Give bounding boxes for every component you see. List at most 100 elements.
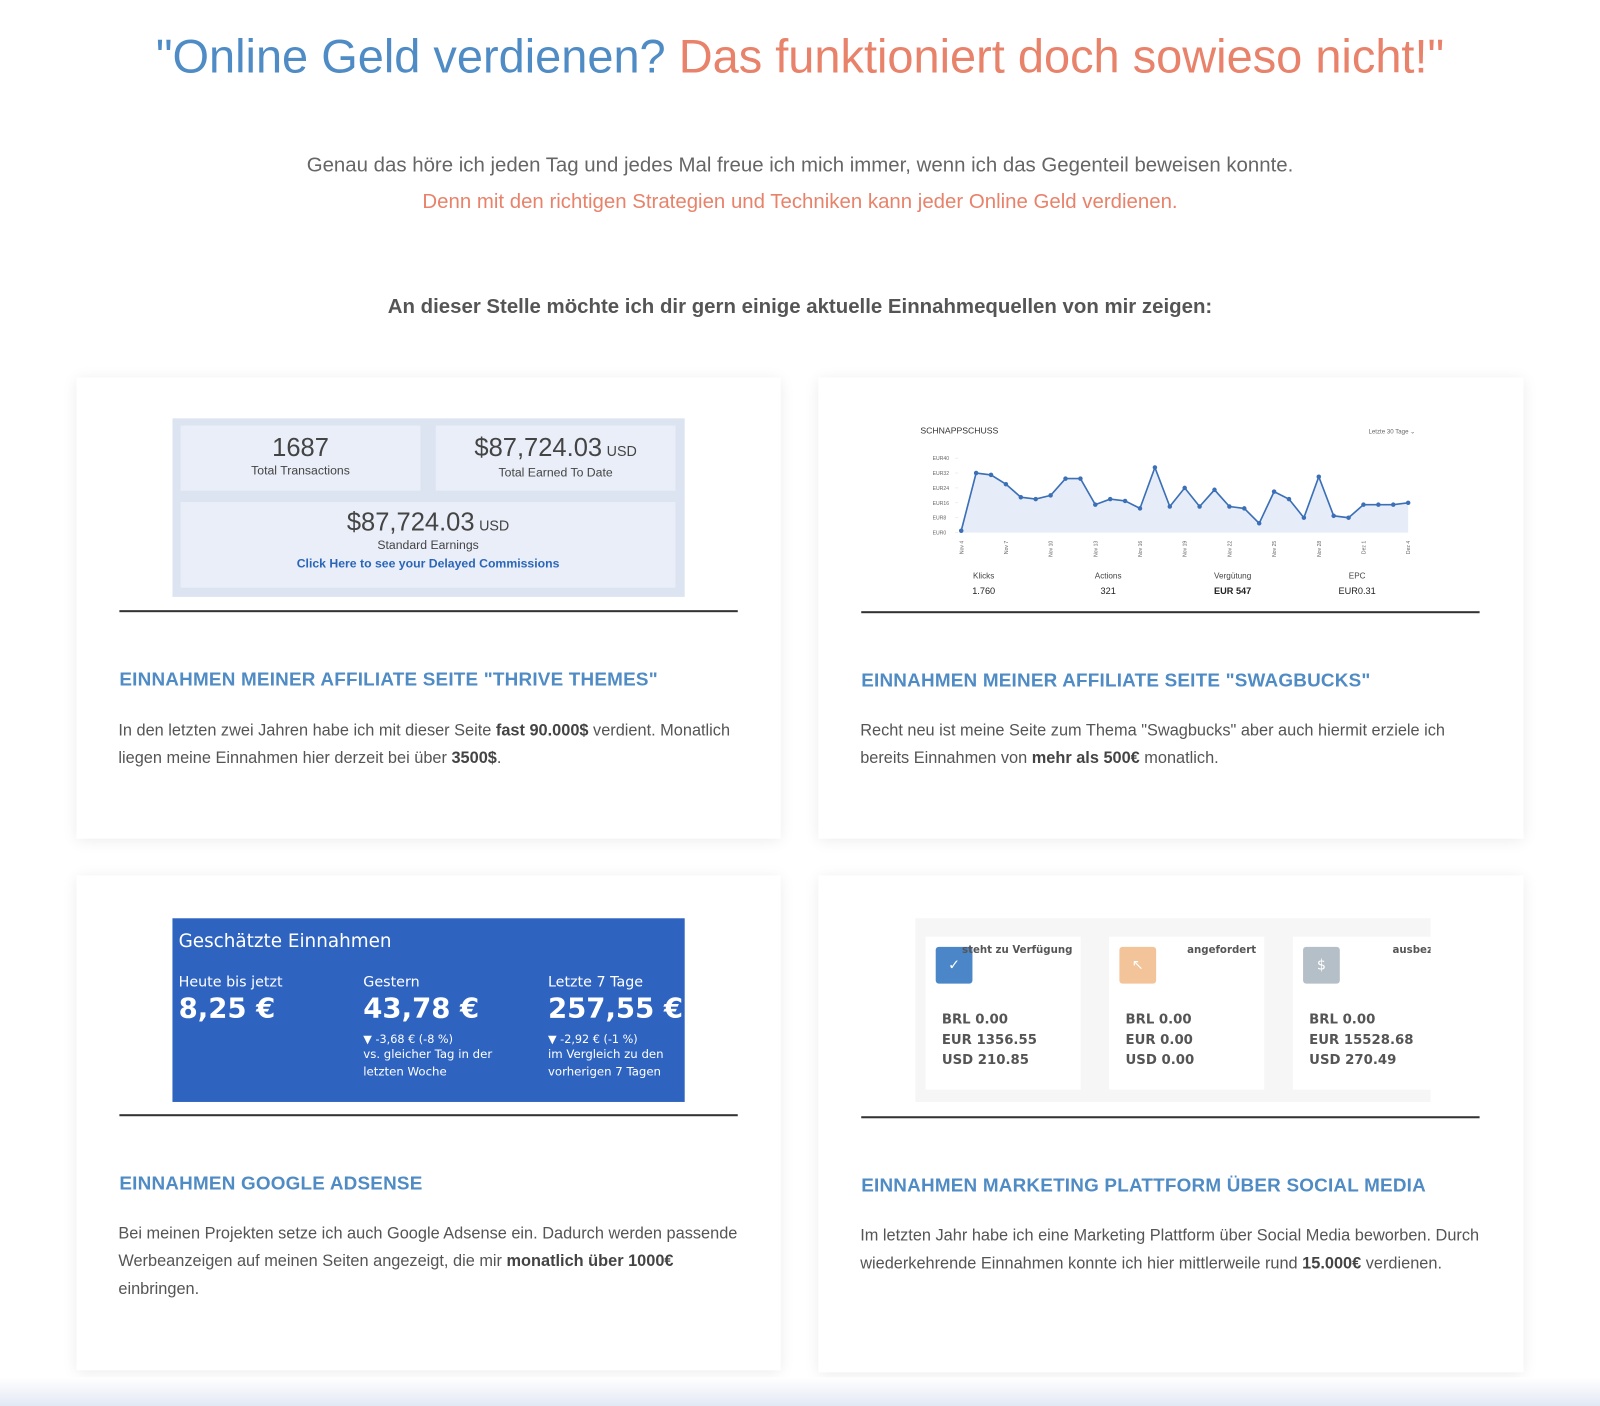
chart-title: SCHNAPPSCHUSS <box>920 426 998 436</box>
payout-box: $ ausbeza BRL 0.00 EUR 15528.68 USD 270.49 <box>1292 936 1431 1090</box>
payout-line: USD 270.49 <box>1309 1052 1397 1069</box>
adsense-value: 43,78 € <box>363 992 480 1025</box>
payout-screenshot: ✓ steht zu Verfügung BRL 0.00 EUR 1356.55 US… <box>915 918 1431 1102</box>
line-chart: SCHNAPPSCHUSS Letzte 30 Tage ⌄ EUR0 EUR8 EUR… <box>920 426 1416 596</box>
x-tick-label: Dez 1 <box>1362 541 1368 554</box>
adsense-label: Letzte 7 Tage <box>547 974 644 991</box>
point <box>1286 496 1292 502</box>
payout-label: ausbeza <box>1392 944 1431 957</box>
adsense-column: Gestern 43,78 € ▼ -3,68 € (-8 %) vs. gleich… <box>363 974 516 1080</box>
stat-row: $87,724.03 USD <box>436 434 676 464</box>
point <box>1033 496 1038 502</box>
point <box>1331 513 1336 519</box>
point <box>1122 498 1128 504</box>
y-tick-label: EUR32 <box>933 471 950 477</box>
stat-label: Total Earned To Date <box>498 465 613 480</box>
text: Im letzten Jahr habe ich eine Marketing … <box>860 1227 1480 1273</box>
point <box>958 528 964 533</box>
adsense-note: im Vergleich zu den vorherigen 7 Tagen <box>547 1046 664 1079</box>
point <box>1167 504 1173 509</box>
stat-value: 1.760 <box>972 586 995 596</box>
bold-text: mehr als 500€ <box>1031 749 1140 768</box>
x-tick-label: Nov 4 <box>959 541 965 554</box>
y-tick-label: EUR8 <box>933 516 947 522</box>
text: monatlich. <box>1139 749 1219 768</box>
adsense-change: ▼ -2,92 € (-1 %) <box>547 1032 638 1046</box>
point <box>1137 506 1143 511</box>
payout-box: ✓ steht zu Verfügung BRL 0.00 EUR 1356.55 US… <box>925 936 1081 1090</box>
point <box>988 472 994 478</box>
text: verdient. Monatlich liegen meine Einnahm… <box>118 722 731 768</box>
range-label: Letzte 30 Tage ⌄ <box>1369 429 1416 436</box>
stat-unit: USD <box>479 517 510 534</box>
y-tick-label: EUR0 <box>933 531 947 537</box>
card-body: Im letzten Jahr habe ich eine Marketing … <box>860 1222 1484 1277</box>
x-tick-label: Nov 16 <box>1138 541 1144 557</box>
y-tick-label: EUR16 <box>933 501 950 507</box>
card-heading: EINNAHMEN MEINER AFFILIATE SEITE "THRIVE… <box>119 668 658 690</box>
x-tick-label: Nov 19 <box>1183 541 1189 557</box>
adsense-label: Gestern <box>363 974 420 991</box>
text: In den letzten zwei Jahren habe ich mit … <box>118 722 496 740</box>
text: . <box>496 749 502 768</box>
stat-label: Actions <box>1095 572 1122 581</box>
y-tick-label: EUR24 <box>933 486 950 492</box>
stat-box: $87,724.03 USD Total Earned To Date <box>435 425 676 491</box>
icon: ↖ <box>1119 946 1157 984</box>
payout-line: EUR 1356.55 <box>941 1032 1037 1048</box>
adsense-note: vs. gleicher Tag in der letzten Woche <box>363 1046 493 1079</box>
y-tick-label: EUR40 <box>933 456 950 462</box>
point <box>1242 506 1247 511</box>
point <box>973 470 979 476</box>
intro: Genau das höre ich jeden Tag und jedes M… <box>306 147 1294 220</box>
stat-label: Standard Earnings <box>377 537 479 552</box>
bold-text: fast 90.000$ <box>495 722 589 740</box>
x-tick-label: Nov 25 <box>1272 541 1278 557</box>
point <box>1197 504 1202 509</box>
x-tick-label: Nov 28 <box>1317 541 1323 557</box>
area <box>961 467 1409 533</box>
payout-line: BRL 0.00 <box>1125 1012 1192 1028</box>
adsense-value: 257,55 € <box>547 992 684 1025</box>
adsense-screenshot: Geschätzte Einnahmen Heute bis jetzt 8,25… <box>172 918 685 1102</box>
point <box>1256 521 1262 526</box>
bottom-fade <box>0 1377 1600 1406</box>
point <box>1063 476 1068 481</box>
divider <box>861 611 1480 614</box>
bold-text: monatlich über 1000€ <box>506 1252 674 1271</box>
stat-value: EUR 547 <box>1214 586 1251 596</box>
divider <box>119 610 738 613</box>
icon: $ <box>1303 946 1340 984</box>
card: Geschätzte Einnahmen Heute bis jetzt 8,25… <box>76 875 781 1371</box>
point <box>1361 502 1366 507</box>
text: verdienen. <box>1361 1254 1442 1273</box>
adsense-column: Heute bis jetzt 8,25 € <box>179 974 332 1024</box>
payout-line: USD 210.85 <box>941 1052 1029 1069</box>
stat-label: EPC <box>1349 572 1366 581</box>
earnings-screenshot: 1687 Total Transactions $87,724.03 USD T… <box>172 418 685 597</box>
stat-box: 1687 Total Transactions <box>180 425 421 491</box>
point <box>1227 504 1232 509</box>
stat-value: $87,724.03 <box>346 508 475 537</box>
card: ✓ steht zu Verfügung BRL 0.00 EUR 1356.55 US… <box>818 875 1524 1373</box>
point <box>1405 500 1411 506</box>
point <box>1316 474 1322 479</box>
payout-label: steht zu Verfügung <box>961 944 1073 957</box>
point <box>1003 481 1009 487</box>
payout-box: ↖ angefordert BRL 0.00 EUR 0.00 USD 0.00 <box>1109 936 1265 1090</box>
subheading: An dieser Stelle möchte ich dir gern ein… <box>387 295 1213 319</box>
point <box>1271 489 1277 494</box>
text: Recht neu ist meine Seite zum Thema "Swa… <box>860 722 1446 768</box>
divider <box>861 1116 1480 1119</box>
point <box>1078 476 1083 481</box>
point <box>1093 502 1098 507</box>
adsense-title: Geschätzte Einnahmen <box>178 930 392 952</box>
x-tick-label: Nov 10 <box>1049 541 1055 557</box>
link[interactable]: Click Here to see your Delayed Commissio… <box>296 556 560 571</box>
divider <box>119 1114 738 1117</box>
point <box>1048 493 1053 498</box>
payout-line: BRL 0.00 <box>941 1012 1008 1028</box>
payout-label: angefordert <box>1187 944 1257 957</box>
x-tick-label: Nov 7 <box>1004 541 1010 554</box>
